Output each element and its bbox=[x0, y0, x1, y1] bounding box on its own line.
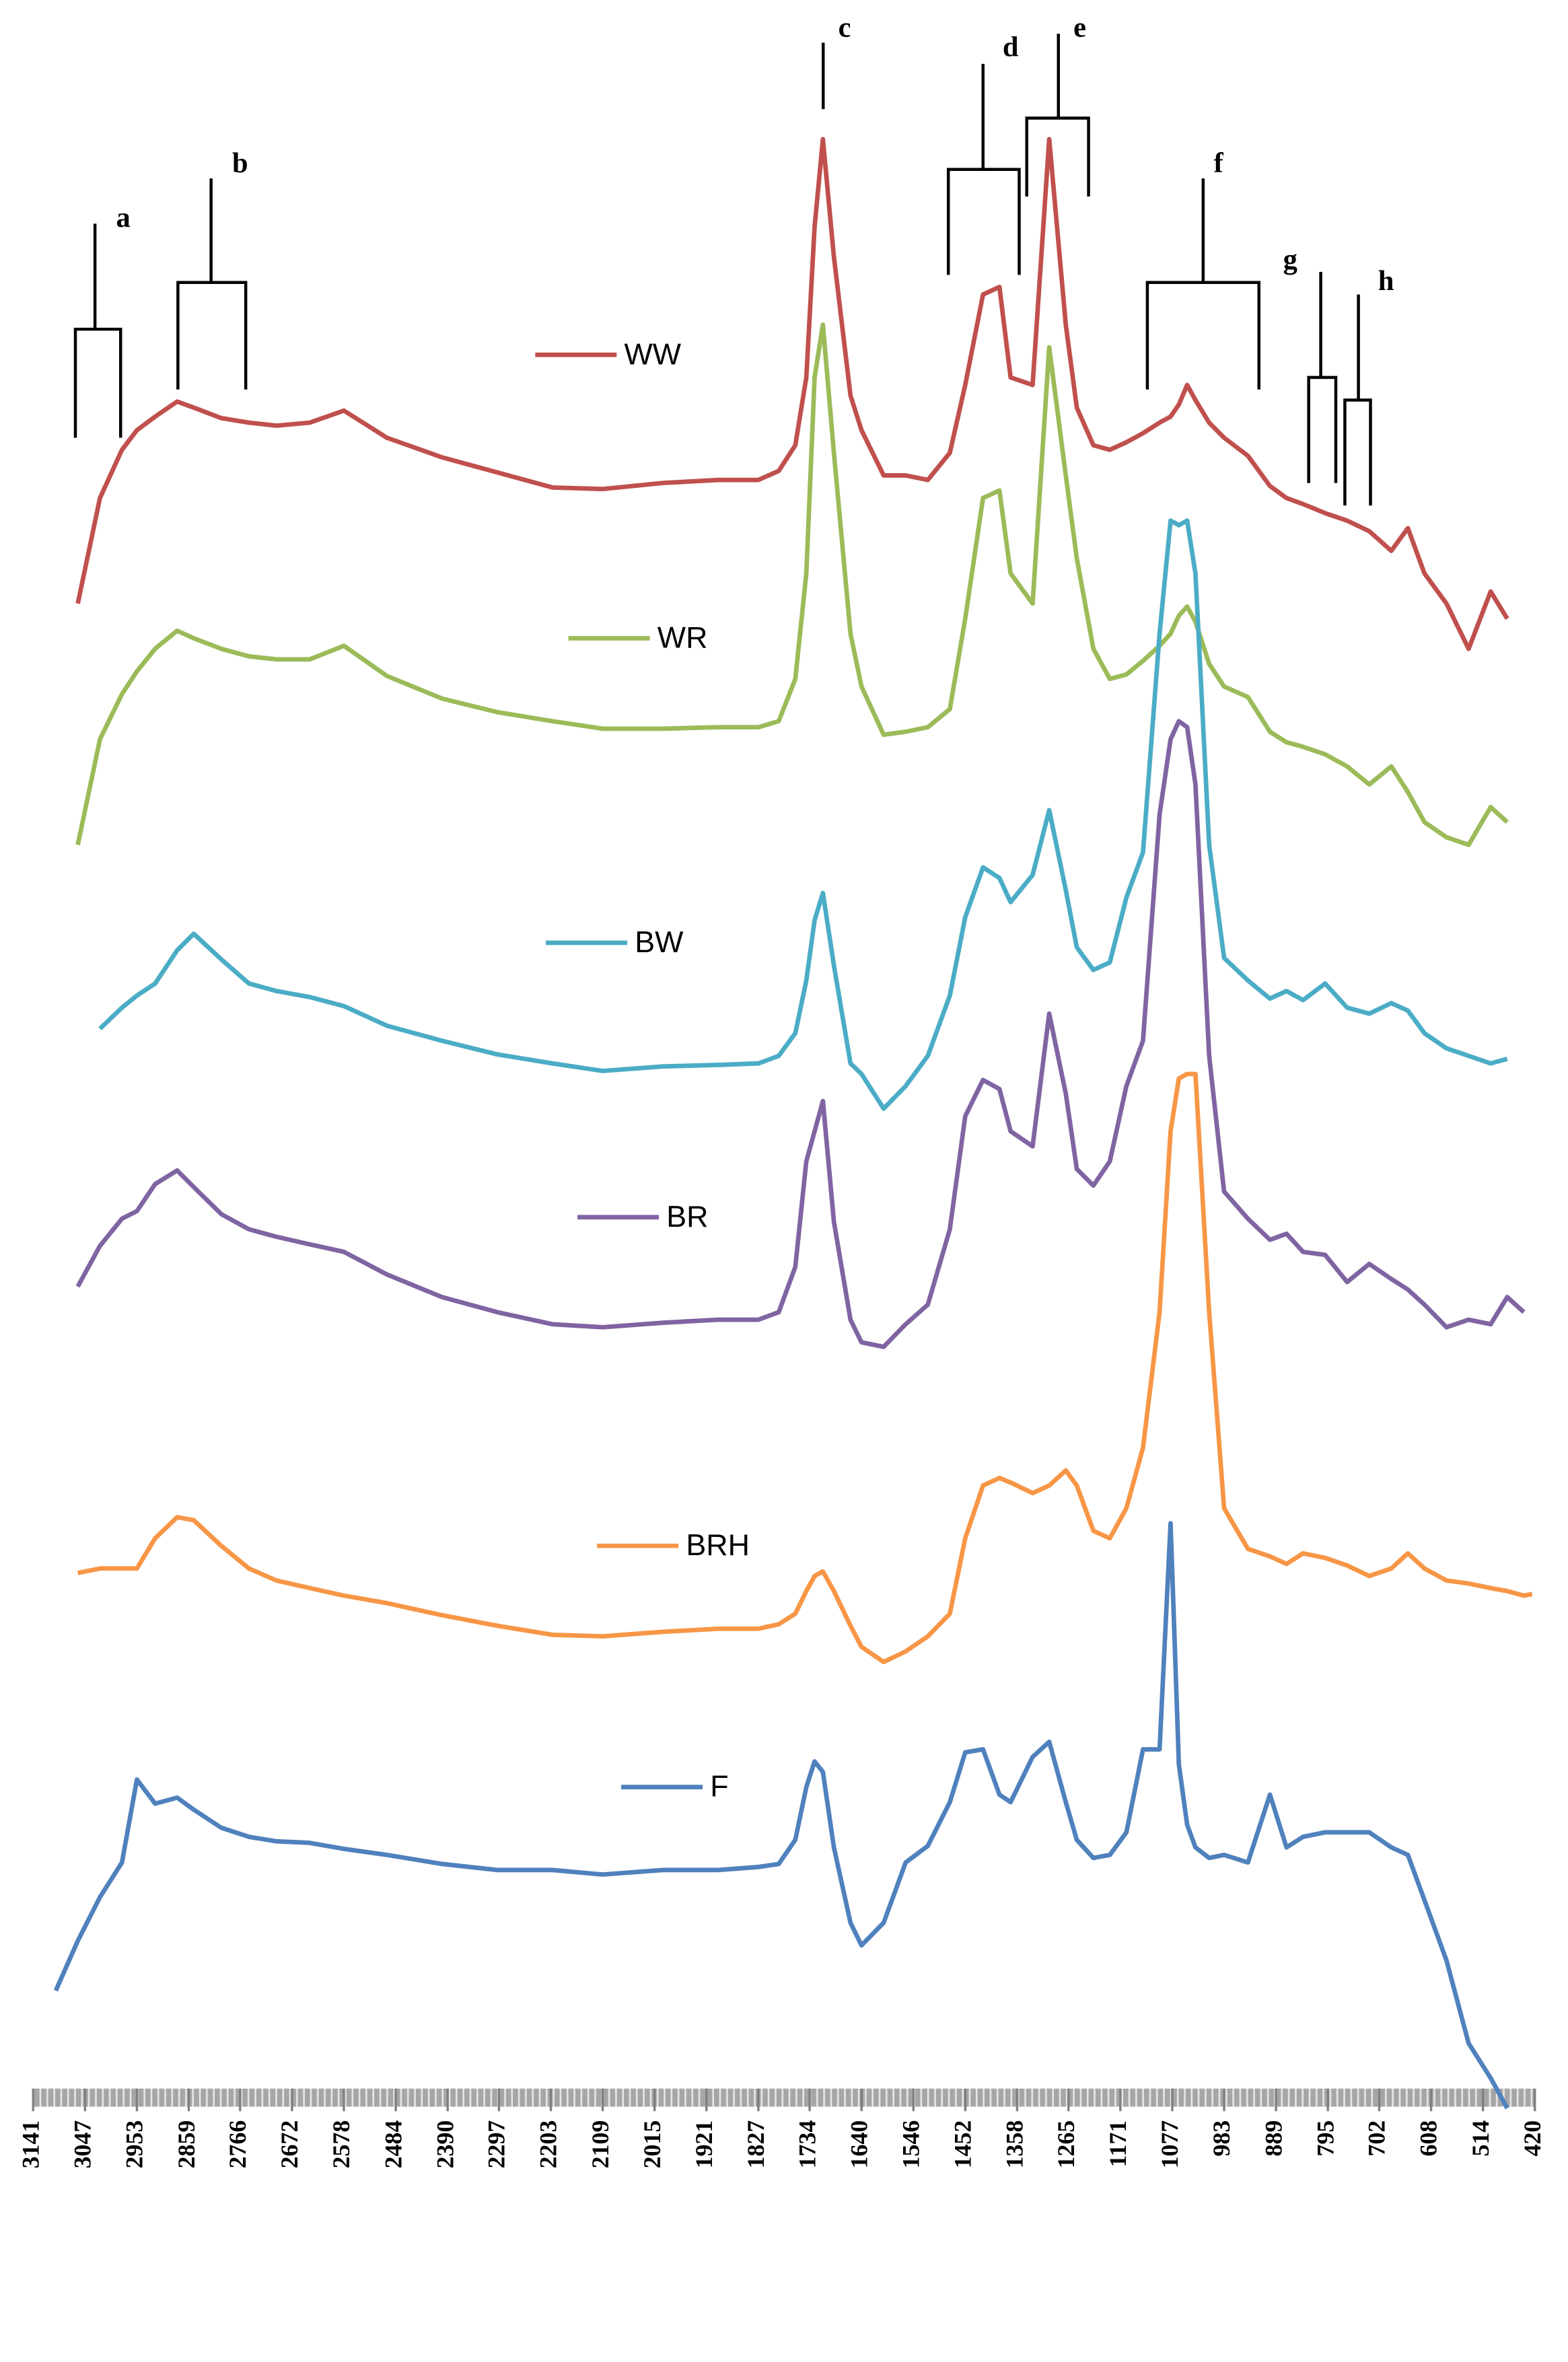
annotation: c bbox=[839, 12, 851, 44]
legend-label: BW bbox=[635, 925, 684, 959]
annotation: d bbox=[1003, 32, 1019, 63]
x-axis bbox=[33, 2088, 1535, 2107]
x-tick-label: 795 bbox=[1312, 2120, 1339, 2157]
x-tick-label: 2953 bbox=[121, 2120, 148, 2169]
spectrum-line bbox=[75, 137, 1509, 651]
legend-label: BRH bbox=[686, 1528, 750, 1562]
spectrum-line bbox=[75, 719, 1526, 1349]
x-tick-label: 1171 bbox=[1104, 2120, 1131, 2168]
x-tick-label: 1734 bbox=[793, 2120, 820, 2169]
x-tick-label: 2484 bbox=[380, 2120, 406, 2169]
x-tick-label: 1827 bbox=[742, 2120, 769, 2169]
spectrum-line bbox=[98, 518, 1508, 1111]
bracket bbox=[1145, 178, 1260, 390]
peak-brackets bbox=[73, 34, 1372, 506]
x-tick-label: 1452 bbox=[950, 2120, 976, 2169]
x-tick-label: 2672 bbox=[276, 2120, 303, 2169]
bracket bbox=[1025, 34, 1090, 197]
annotation: g bbox=[1283, 244, 1297, 276]
bracket bbox=[1343, 294, 1372, 506]
legend-label: F bbox=[710, 1770, 728, 1803]
spectrum-line bbox=[77, 1071, 1533, 1665]
x-tick-label: 1546 bbox=[898, 2120, 925, 2169]
x-tick-label: 2015 bbox=[639, 2120, 666, 2169]
x-tick-label: 1265 bbox=[1053, 2120, 1079, 2169]
x-tick-label: 1077 bbox=[1156, 2120, 1183, 2169]
x-tick-label: 983 bbox=[1208, 2120, 1235, 2157]
x-tick-label: 1921 bbox=[690, 2120, 717, 2169]
bracket bbox=[73, 223, 122, 438]
x-tick-label: 3141 bbox=[17, 2120, 44, 2169]
spectrum-line bbox=[75, 322, 1509, 847]
x-tick-label: 2766 bbox=[224, 2120, 251, 2169]
x-tick-label: 420 bbox=[1519, 2120, 1546, 2157]
x-tick-label: 2109 bbox=[587, 2120, 614, 2169]
x-tick-label: 2578 bbox=[328, 2120, 355, 2169]
annotation: e bbox=[1073, 12, 1086, 44]
x-tick-label: 2297 bbox=[483, 2120, 510, 2169]
legend-label: WW bbox=[625, 337, 682, 371]
x-tick-label: 3047 bbox=[69, 2120, 96, 2169]
x-tick-label: 608 bbox=[1415, 2120, 1442, 2157]
x-tick-label: 1358 bbox=[1001, 2120, 1028, 2169]
x-tick-label: 2390 bbox=[431, 2120, 458, 2169]
x-tick-label: 2859 bbox=[173, 2120, 200, 2169]
x-tick-label: 889 bbox=[1260, 2120, 1287, 2157]
annotation: a bbox=[116, 202, 131, 234]
legend-label: WR bbox=[657, 621, 708, 655]
bracket bbox=[1307, 272, 1338, 483]
annotation: h bbox=[1378, 265, 1394, 297]
x-tick-label: 2203 bbox=[535, 2120, 562, 2169]
x-tick-label: 514 bbox=[1467, 2120, 1494, 2157]
annotation: b bbox=[232, 147, 248, 179]
x-tick-label: 702 bbox=[1363, 2120, 1390, 2157]
legend-label: BR bbox=[666, 1200, 708, 1233]
spectrum-line bbox=[53, 1521, 1509, 2110]
annotation: f bbox=[1214, 147, 1224, 179]
bracket bbox=[946, 63, 1021, 275]
bracket bbox=[176, 178, 248, 390]
x-tick-label: 1640 bbox=[845, 2120, 872, 2169]
